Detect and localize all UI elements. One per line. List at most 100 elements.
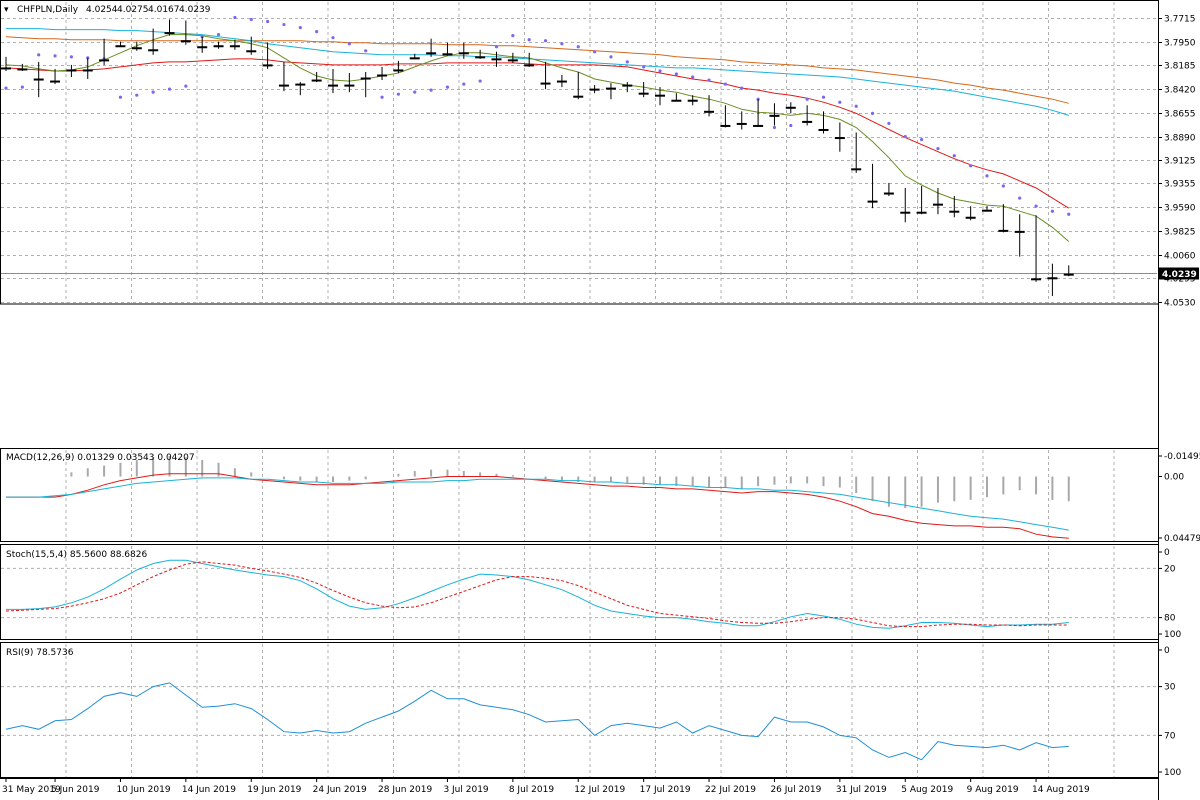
candle-body [393,69,404,72]
rsi-header: RSI(9) 78.5736 [6,648,74,658]
psar-dot [282,22,286,27]
psar-dot [642,65,646,69]
candle [1047,263,1058,296]
macd-main-line [6,473,1069,539]
candle-body [949,210,960,213]
psar-dot [723,82,728,86]
candle-body [638,92,649,95]
candle [720,105,731,128]
rsi-tick-label: 30 [1164,683,1176,693]
pane-borders [0,0,1159,800]
candle-body [769,114,780,117]
candle-body [785,106,796,109]
ohlc-low: 4.0167 [148,5,180,15]
psar-dot [854,104,858,108]
candle-body [197,46,208,49]
date-label: 9 Aug 2019 [967,785,1019,795]
price-tick-label: 4.0060 [1164,252,1196,262]
candle-body [148,49,159,52]
date-label: 17 Jul 2019 [640,785,691,795]
candle-body [671,99,682,102]
price-tick-label: 3.9825 [1164,228,1196,238]
candle [33,61,44,98]
psar-dot [772,125,777,130]
rsi-tick-label: 0 [1164,646,1170,656]
psar-dot [249,17,253,22]
candle [475,49,486,59]
psar-dot [887,121,891,126]
candle-body [491,58,502,61]
ma-olive-line [5,34,1070,242]
psar-dot [135,93,139,97]
candle [834,122,845,152]
candle [818,111,829,134]
psar-dot [478,79,482,83]
candle-body [426,52,437,55]
date-label: 28 Jun 2019 [378,785,432,795]
candle-body [867,200,878,203]
psar-dot [920,137,924,142]
candle-body [982,209,992,212]
macd-pane [6,455,1070,539]
grid [1,2,1158,777]
candle-body [1031,278,1042,281]
candle [753,99,764,127]
candle [622,82,633,93]
candle [1063,265,1074,277]
psar-dot [413,90,417,94]
candle-body [377,74,388,77]
price-tick-label: 3.9590 [1164,204,1196,214]
candle [916,185,927,215]
psar-dot [151,90,155,94]
main-pane [1,15,1157,296]
psar-dot [1050,209,1054,213]
candle [671,93,682,102]
date-label: 5 Jun 2019 [51,785,100,795]
psar-dot [821,95,826,99]
candle [507,52,518,63]
psar-dot [4,86,8,90]
candle [262,42,273,69]
candle [851,132,862,173]
candle-body [360,77,371,80]
candle-body [998,229,1009,232]
price-tick-label: 3.8420 [1164,86,1196,96]
candle [638,82,649,98]
date-label: 14 Aug 2019 [1032,785,1090,795]
psar-dot [593,50,597,54]
candle [99,38,110,65]
candle-body [475,56,486,59]
stoch-tick-label: 100 [1164,630,1181,640]
date-label: 31 Jul 2019 [836,785,887,795]
candle-body [622,84,633,87]
psar-dot [838,100,842,104]
price-tick-label: 3.8185 [1164,62,1196,72]
date-label: 26 Jul 2019 [770,785,821,795]
psar-dot [53,54,57,58]
candle-body [409,57,420,60]
psar-dot [870,111,875,115]
candle-body [82,69,93,72]
candle-body [1,67,11,70]
candle [426,38,437,57]
psar-dot [903,134,907,139]
psar-dot [233,15,237,20]
candle [1,56,11,71]
chart-menu-triangle[interactable]: ▾ [4,5,9,15]
psar-dot [789,123,793,128]
candle-body [66,69,77,72]
psar-dot [1018,196,1022,200]
date-label: 22 Jul 2019 [705,785,756,795]
candle [360,71,371,98]
stoch-tick-label: 0 [1164,548,1170,558]
price-tick-label: 3.8655 [1164,110,1196,120]
stoch-signal-line [5,561,1069,628]
candle [982,206,992,212]
current-price-tag [1159,267,1199,280]
ohlc-high: 4.0275 [117,5,149,15]
candle [393,60,404,73]
candle-body [328,84,338,87]
candle-body [458,52,469,55]
candle-body [115,45,126,48]
